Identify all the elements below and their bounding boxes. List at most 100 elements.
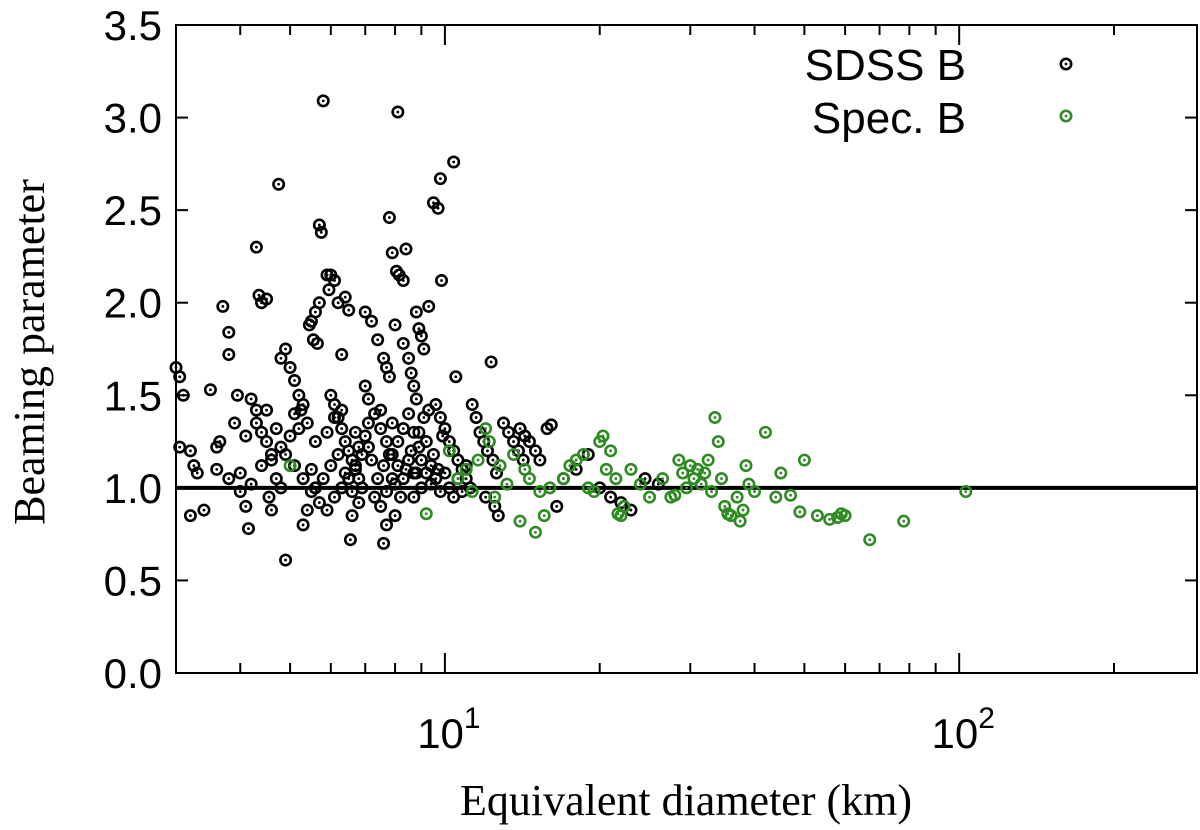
data-point [718,499,732,513]
data-point [407,379,421,393]
data-point [210,462,224,476]
data-point [414,453,428,467]
data-point [283,459,297,473]
legend-marker-sdss [1059,57,1073,71]
data-point [260,403,274,417]
data-point [643,490,657,504]
data-point [435,273,449,287]
data-point [730,490,744,504]
data-point [694,477,708,491]
data-point [676,466,690,480]
data-point [183,509,197,523]
data-point [471,453,485,467]
data-point [680,481,694,495]
data-point [260,292,274,306]
data-point [733,514,747,528]
data-point [371,472,385,486]
legend-label-sdss: SDSS B [805,41,966,90]
data-point [959,485,973,499]
data-point [216,299,230,313]
data-point [419,435,433,449]
data-point [479,422,493,436]
data-point [402,407,416,421]
data-point [382,448,396,462]
data-point [365,314,379,328]
data-point [358,305,372,319]
data-point [203,383,217,397]
data-point [173,440,187,454]
data-point [550,499,564,513]
data-point [249,403,263,417]
x-tick-label: 101 [417,702,480,757]
data-point [715,472,729,486]
data-point [296,398,310,412]
data-point [348,425,362,439]
plot-frame [175,24,1198,674]
data-point [308,435,322,449]
data-point [274,481,288,495]
y-tick-label: 2.0 [104,280,162,327]
data-point [897,514,911,528]
data-point [711,435,725,449]
data-point [465,485,479,499]
ticks-layer: 0.0 0.5 1.0 1.5 2.0 2.5 3.0 3.5 101 102 [104,2,1197,757]
data-point [739,459,753,473]
data-point [385,416,399,430]
data-point [459,462,473,476]
data-point [279,342,293,356]
data-point [407,466,421,480]
data-point [183,444,197,458]
data-point [345,509,359,523]
data-point [633,477,647,491]
data-point [522,472,536,486]
data-point [233,466,247,480]
data-point [371,333,385,347]
data-point [797,453,811,467]
data-point [528,525,542,539]
data-point [465,398,479,412]
data-point [433,172,447,186]
data-point [810,509,824,523]
data-point [482,435,496,449]
data-point [239,429,253,443]
data-point [391,435,405,449]
data-point [255,459,269,473]
data-point [222,348,236,362]
data-point [300,416,314,430]
data-point [241,522,255,536]
data-point [310,336,324,350]
data-point [365,453,379,467]
data-point [335,348,349,362]
data-point [328,411,342,425]
data-point [244,477,258,491]
data-point [599,462,613,476]
data-point [228,416,242,430]
data-point [793,505,807,519]
data-point [402,351,416,365]
data-point [617,499,631,513]
y-tick-label: 2.5 [104,187,162,234]
data-point [736,503,750,517]
data-point [279,448,293,462]
data-point [355,448,369,462]
y-tick-label: 1.0 [104,465,162,512]
data-point [672,453,686,467]
data-point [513,514,527,528]
data-point [368,490,382,504]
data-point [431,201,445,215]
data-point [264,503,278,517]
data-point [312,496,326,510]
data-point [322,283,336,297]
data-point [497,416,511,430]
data-point [449,370,463,384]
data-point [668,488,682,502]
data-point [412,425,426,439]
data-point [604,490,618,504]
data-point [409,392,423,406]
data-point [609,472,623,486]
data-point [288,407,302,421]
data-point [404,366,418,380]
data-point [823,512,837,526]
data-point [431,462,445,476]
